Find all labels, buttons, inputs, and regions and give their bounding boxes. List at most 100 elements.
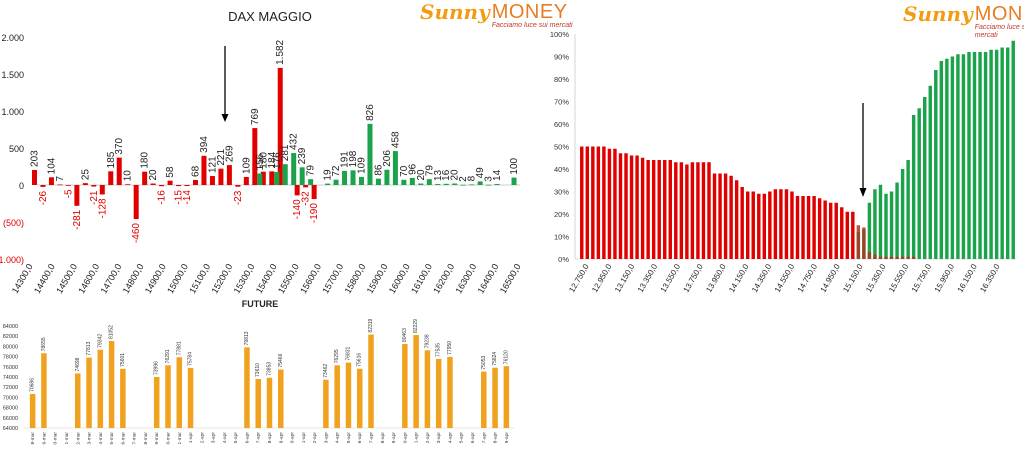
- future-chart-title: FUTURE: [242, 299, 279, 309]
- bar: [176, 185, 182, 187]
- x-tick-label: 7-mar: [132, 432, 138, 445]
- bar: [150, 183, 156, 185]
- bar: [906, 160, 910, 259]
- x-tick-label: 15.950,0: [933, 262, 957, 294]
- data-label: 394: [199, 136, 210, 153]
- x-tick-label: 3-mar: [87, 432, 93, 445]
- data-label: 76291: [165, 349, 171, 363]
- x-tick-label: 9-apr: [504, 432, 510, 444]
- bar: [435, 358, 442, 428]
- bar: [413, 335, 419, 428]
- bar: [266, 377, 273, 428]
- bar: [596, 146, 601, 259]
- x-tick-label: 8-apr: [493, 432, 499, 444]
- x-tick-label: 9-apr: [278, 432, 284, 444]
- data-label: 81052: [109, 325, 115, 339]
- bar: [862, 227, 866, 259]
- bar: [511, 177, 517, 185]
- bar: [867, 252, 872, 259]
- data-label: -23: [233, 190, 244, 205]
- bar: [311, 185, 317, 200]
- x-tick-label: 14.950,0: [819, 262, 843, 294]
- y-tick-label: (500): [3, 218, 24, 228]
- bar: [418, 183, 424, 185]
- x-tick-label: 8-apr: [267, 432, 273, 444]
- bar: [723, 173, 728, 259]
- data-label: 184: [267, 151, 278, 168]
- data-label: 79: [424, 165, 435, 177]
- data-label: -190: [309, 203, 320, 223]
- data-label: 75466: [278, 353, 284, 367]
- y-tick-label: (1.000): [0, 255, 24, 265]
- bar: [209, 176, 215, 185]
- data-label: -16: [157, 190, 168, 205]
- data-label: -32: [301, 191, 312, 206]
- x-tick-label: 12.750,0: [567, 262, 591, 294]
- data-label: 239: [297, 147, 308, 164]
- bar: [359, 176, 364, 185]
- bar: [274, 171, 280, 185]
- data-label: 78655: [41, 337, 47, 351]
- data-label: 72: [331, 165, 342, 177]
- x-tick-label: 8-mar: [30, 432, 36, 445]
- x-tick-label: 3-apr: [211, 432, 217, 444]
- data-label: 180: [140, 152, 151, 169]
- bar: [323, 379, 329, 428]
- bar: [187, 367, 194, 428]
- data-label: 82229: [413, 319, 419, 333]
- y-tick-label: 64000: [3, 426, 18, 432]
- bar: [751, 191, 755, 259]
- x-tick-label: 5-apr: [233, 432, 239, 444]
- y-tick-label: 72000: [3, 385, 18, 391]
- data-label: 20: [148, 169, 159, 181]
- y-tick-label: 70%: [554, 98, 569, 107]
- bar: [840, 207, 844, 259]
- data-label: 3: [484, 176, 495, 182]
- bar: [640, 157, 645, 259]
- x-tick-label: 9-mar: [41, 432, 47, 445]
- y-tick-label: 20%: [554, 210, 569, 219]
- x-tick-label: 13.950,0: [704, 262, 728, 294]
- bar: [801, 196, 805, 259]
- x-tick-label: 14.750,0: [796, 262, 820, 294]
- x-tick-label: 8-mar: [143, 432, 149, 445]
- bar: [701, 162, 706, 259]
- bar: [282, 164, 288, 185]
- bar: [679, 162, 684, 259]
- x-tick-label: 1-mar: [177, 432, 183, 445]
- bar: [260, 171, 266, 185]
- bar: [989, 49, 993, 259]
- y-tick-label: 30%: [554, 188, 569, 197]
- arrow-head: [221, 114, 229, 122]
- data-label: 206: [382, 150, 393, 167]
- data-label: 109: [357, 157, 368, 174]
- x-tick-label: 14.150,0: [727, 262, 751, 294]
- bar: [873, 189, 877, 259]
- bar: [308, 179, 314, 185]
- y-tick-label: 100%: [550, 30, 570, 39]
- bar: [900, 256, 905, 259]
- bar: [580, 146, 584, 259]
- bar: [939, 61, 944, 259]
- data-label: 79813: [244, 331, 250, 345]
- x-tick-label: 15.750,0: [910, 262, 934, 294]
- bar: [983, 52, 988, 259]
- bar: [167, 180, 173, 185]
- bar: [350, 170, 356, 185]
- data-label: -14: [182, 190, 193, 205]
- data-label: 74698: [75, 357, 81, 371]
- data-label: 121: [207, 156, 218, 173]
- bar: [900, 169, 905, 259]
- dax-chart-title: DAX MAGGIO: [228, 9, 312, 24]
- data-label: -140: [292, 199, 303, 219]
- x-tick-label: 0-apr: [290, 432, 296, 444]
- data-label: 73996: [154, 361, 160, 375]
- data-label: 370: [114, 137, 125, 154]
- y-tick-label: 1.500: [1, 70, 24, 80]
- bar: [356, 368, 363, 428]
- x-tick-label: 7-apr: [369, 432, 375, 444]
- bar: [409, 177, 415, 185]
- bar: [884, 193, 888, 259]
- data-label: 79: [306, 165, 317, 177]
- bar: [618, 153, 623, 259]
